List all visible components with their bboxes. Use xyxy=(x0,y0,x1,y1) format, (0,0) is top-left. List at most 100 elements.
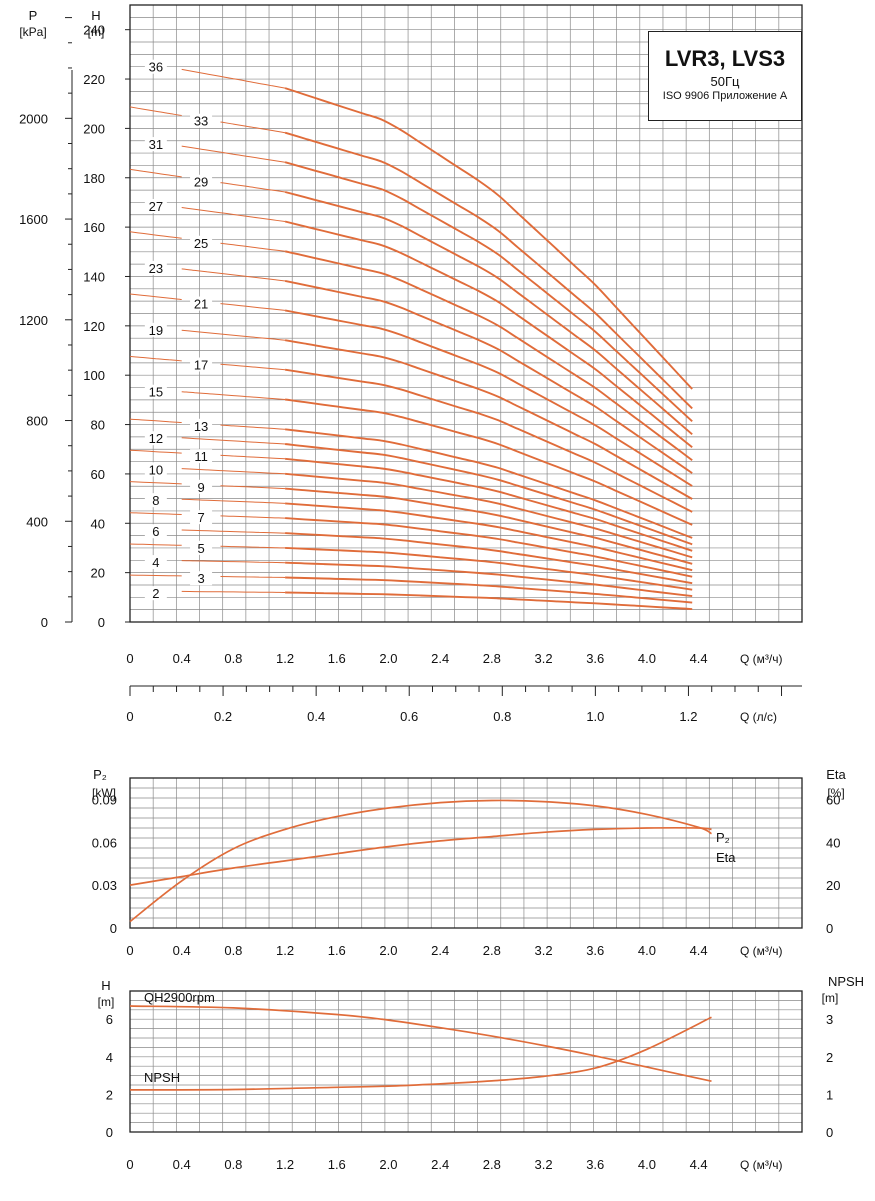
npsh-tick-label: 0 xyxy=(826,1125,833,1140)
head-curve-low-flow xyxy=(181,437,286,445)
curve-label-bg xyxy=(190,510,213,525)
curve-label-31: 31 xyxy=(149,137,163,152)
h-axis-unit: [m] xyxy=(98,995,115,1009)
h-tick-label: 0 xyxy=(106,1125,113,1140)
head-tick-label: 140 xyxy=(83,269,105,284)
plot-frame xyxy=(129,4,803,623)
head-curve-low-flow xyxy=(181,468,286,475)
curve-label-27: 27 xyxy=(149,199,163,214)
head-curves-chart: 020406080100120140160180200220240H[m]040… xyxy=(19,4,803,724)
q-ls-tick-label: 1.0 xyxy=(586,709,604,724)
head-curve-7 xyxy=(285,517,693,578)
q-tick-label: 2.0 xyxy=(379,943,397,958)
pressure-tick-label: 400 xyxy=(26,514,48,529)
q-axis-label: Q (м³/ч) xyxy=(740,1158,783,1172)
q-tick-label: 0.8 xyxy=(224,1157,242,1172)
q-tick-label: 0 xyxy=(126,1157,133,1172)
head-curve-3 xyxy=(285,576,693,604)
head-curve-low-flow xyxy=(181,329,286,341)
q-tick-label: 3.2 xyxy=(534,1157,552,1172)
series-label-p2: P₂ xyxy=(716,830,730,845)
head-curve-11 xyxy=(285,457,693,552)
q-ls-tick-label: 0.6 xyxy=(400,709,418,724)
curve-label-3: 3 xyxy=(197,571,204,586)
q-m3h-tick-label: 4.0 xyxy=(638,651,656,666)
head-curve-10 xyxy=(285,472,693,559)
head-curve-36 xyxy=(284,87,693,390)
q-tick-label: 3.2 xyxy=(534,943,552,958)
head-curve-2 xyxy=(285,591,693,611)
curve-label-bg xyxy=(144,322,167,337)
q-ls-tick-label: 0.8 xyxy=(493,709,511,724)
curve-label-bg xyxy=(190,540,213,555)
q-m3h-tick-label: 1.2 xyxy=(276,651,294,666)
npsh-axis-name: NPSH xyxy=(828,974,864,989)
head-curve-5 xyxy=(285,546,693,591)
pressure-tick-label: 1200 xyxy=(19,313,48,328)
q-ls-tick-label: 1.2 xyxy=(679,709,697,724)
head-tick-label: 60 xyxy=(91,467,105,482)
curve-label-25: 25 xyxy=(194,236,208,251)
power-efficiency-chart: 0 0.03 0.06 0.09 0 20 40 60 P₂ [kW] Eta [%] 0 0.4 0.8 1… xyxy=(92,767,847,958)
curve-label-bg xyxy=(144,198,167,213)
q-m3h-axis-label: Q (м³/ч) xyxy=(740,652,783,666)
npsh-chart: 0 2 4 6 0 1 2 3 H [m] NPSH [m] 0 0.4 0.8 1.2 1.6 2.0 2.4 2.… xyxy=(98,974,864,1172)
curve-label-bg xyxy=(144,524,167,539)
curve-label-19: 19 xyxy=(149,323,163,338)
curve-label-23: 23 xyxy=(149,261,163,276)
head-curve-19 xyxy=(284,339,693,500)
npsh-axis-unit: [m] xyxy=(822,991,839,1005)
head-curve-low-flow xyxy=(220,121,286,134)
q-axis-label: Q (м³/ч) xyxy=(740,944,783,958)
curve-label-12: 12 xyxy=(149,431,163,446)
series-label-npsh: NPSH xyxy=(144,1070,180,1085)
curve-label-6: 6 xyxy=(152,524,159,539)
npsh-tick-label: 3 xyxy=(826,1012,833,1027)
q-tick-label: 2.8 xyxy=(483,943,501,958)
head-curve-4 xyxy=(285,561,693,598)
q-m3h-tick-label: 2.0 xyxy=(379,651,397,666)
head-curve-6 xyxy=(285,532,693,585)
q-tick-label: 2.0 xyxy=(379,1157,397,1172)
head-curve-9 xyxy=(285,487,693,565)
pressure-axis-name: P xyxy=(29,8,38,23)
curve-label-bg xyxy=(144,431,167,446)
head-curve-15 xyxy=(284,398,693,526)
q-m3h-tick-label: 1.6 xyxy=(328,651,346,666)
series-eta xyxy=(129,799,712,923)
curve-label-bg xyxy=(144,384,167,399)
head-curve-29 xyxy=(284,191,693,436)
series-label-qh2900rpm: QH2900rpm xyxy=(144,990,215,1005)
head-curve-low-flow xyxy=(181,391,286,400)
head-curve-33 xyxy=(284,131,693,410)
series-qh2900rpm xyxy=(129,1005,712,1083)
head-curve-8 xyxy=(285,502,693,572)
head-curve-low-flow xyxy=(129,449,182,454)
head-curve-low-flow xyxy=(129,512,182,515)
head-curve-low-flow xyxy=(181,268,286,282)
q-tick-label: 3.6 xyxy=(586,1157,604,1172)
q-tick-label: 1.2 xyxy=(276,943,294,958)
head-curve-low-flow xyxy=(129,168,182,178)
head-tick-label: 160 xyxy=(83,220,105,235)
head-curve-low-flow xyxy=(220,242,286,252)
head-curve-low-flow xyxy=(181,529,286,534)
q-m3h-tick-label: 4.4 xyxy=(690,651,708,666)
plot-frame xyxy=(129,990,803,1133)
q-tick-label: 4.4 xyxy=(690,943,708,958)
pressure-tick-label: 1600 xyxy=(19,212,48,227)
head-curve-low-flow xyxy=(220,545,286,549)
head-curve-27 xyxy=(284,220,693,448)
curve-label-13: 13 xyxy=(194,419,208,434)
curve-label-bg xyxy=(190,174,213,189)
q-tick-label: 2.4 xyxy=(431,1157,449,1172)
q-ls-tick-label: 0.4 xyxy=(307,709,325,724)
head-curve-low-flow xyxy=(129,543,182,546)
curve-label-bg xyxy=(144,555,167,570)
eta-tick-label: 40 xyxy=(826,835,840,850)
head-axis-unit: [m] xyxy=(88,25,105,39)
head-tick-label: 220 xyxy=(83,72,105,87)
curve-label-2: 2 xyxy=(152,586,159,601)
curve-label-29: 29 xyxy=(194,175,208,190)
